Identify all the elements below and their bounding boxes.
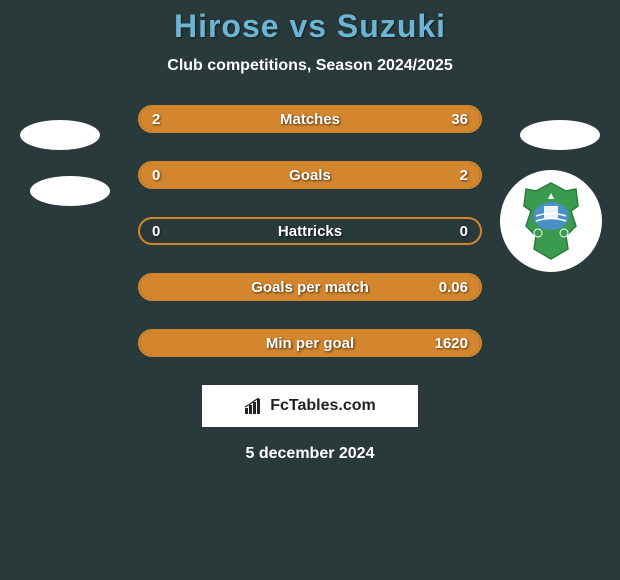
subtitle: Club competitions, Season 2024/2025 bbox=[0, 57, 620, 75]
stat-bar: 0 Hattricks 0 bbox=[138, 217, 482, 245]
fctables-text: FcTables.com bbox=[270, 397, 376, 415]
stat-left-value: 0 bbox=[152, 223, 160, 240]
stat-label: Hattricks bbox=[278, 223, 342, 240]
main-container: Hirose vs Suzuki Club competitions, Seas… bbox=[0, 0, 620, 463]
fctables-attribution: FcTables.com bbox=[202, 385, 418, 427]
stat-row-goals: 0 Goals 2 bbox=[0, 161, 620, 189]
stat-label: Goals bbox=[289, 167, 331, 184]
chart-icon bbox=[244, 398, 264, 414]
stat-right-value: 1620 bbox=[435, 335, 468, 352]
stat-label: Min per goal bbox=[266, 335, 354, 352]
stat-bar: 2 Matches 36 bbox=[138, 105, 482, 133]
stat-right-value: 0.06 bbox=[439, 279, 468, 296]
stats-area: 2 Matches 36 0 Goals 2 0 Hattricks 0 bbox=[0, 105, 620, 357]
stat-right-value: 0 bbox=[460, 223, 468, 240]
stat-right-value: 2 bbox=[460, 167, 468, 184]
stat-label: Goals per match bbox=[251, 279, 369, 296]
stat-label: Matches bbox=[280, 111, 340, 128]
stat-row-matches: 2 Matches 36 bbox=[0, 105, 620, 133]
stat-left-value: 2 bbox=[152, 111, 160, 128]
stat-bar: Min per goal 1620 bbox=[138, 329, 482, 357]
stat-bar: 0 Goals 2 bbox=[138, 161, 482, 189]
stat-bar: Goals per match 0.06 bbox=[138, 273, 482, 301]
date-text: 5 december 2024 bbox=[0, 445, 620, 463]
stat-left-value: 0 bbox=[152, 167, 160, 184]
stat-row-goals-per-match: Goals per match 0.06 bbox=[0, 273, 620, 301]
stat-row-min-per-goal: Min per goal 1620 bbox=[0, 329, 620, 357]
stat-row-hattricks: 0 Hattricks 0 bbox=[0, 217, 620, 245]
stat-right-value: 36 bbox=[451, 111, 468, 128]
page-title: Hirose vs Suzuki bbox=[0, 8, 620, 45]
